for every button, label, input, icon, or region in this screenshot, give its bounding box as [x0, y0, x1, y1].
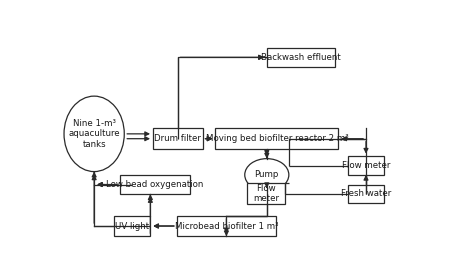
FancyBboxPatch shape: [215, 129, 338, 149]
Text: Low bead oxygenation: Low bead oxygenation: [106, 180, 203, 189]
Text: Drum filter: Drum filter: [154, 134, 201, 143]
FancyBboxPatch shape: [120, 175, 190, 194]
FancyBboxPatch shape: [114, 216, 150, 236]
Text: Backwash effluent: Backwash effluent: [261, 53, 341, 62]
Ellipse shape: [245, 159, 289, 191]
Text: UV light: UV light: [115, 221, 149, 230]
FancyBboxPatch shape: [347, 157, 384, 175]
Text: Flow meter: Flow meter: [342, 161, 390, 170]
Text: Moving bed biofilter reactor 2 m³: Moving bed biofilter reactor 2 m³: [206, 134, 348, 143]
Text: Pump: Pump: [255, 170, 279, 179]
FancyBboxPatch shape: [177, 216, 276, 236]
Text: Microbead biofilter 1 m³: Microbead biofilter 1 m³: [174, 221, 278, 230]
FancyBboxPatch shape: [347, 185, 384, 203]
FancyBboxPatch shape: [267, 48, 335, 67]
Text: Fresh water: Fresh water: [341, 189, 391, 198]
Text: Nine 1-m³
aquaculture
tanks: Nine 1-m³ aquaculture tanks: [68, 119, 120, 149]
Ellipse shape: [64, 96, 124, 172]
Text: Flow
meter: Flow meter: [253, 184, 279, 203]
FancyBboxPatch shape: [246, 183, 285, 204]
FancyBboxPatch shape: [153, 129, 202, 149]
